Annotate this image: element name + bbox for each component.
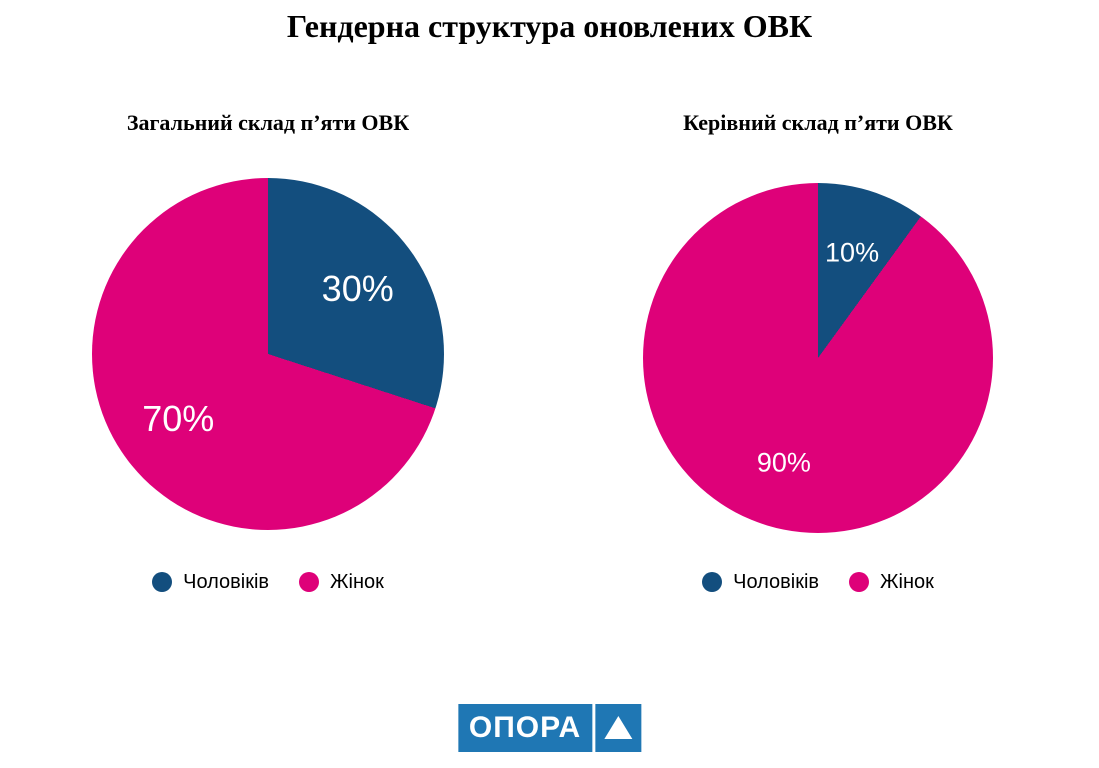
- slice-label-women-leadership: 90%: [756, 447, 811, 478]
- chart-title-leadership: Керівний склад п’яти ОВК: [683, 110, 953, 135]
- slice-label-men-general: 30%: [321, 267, 394, 309]
- legend-label-men: Чоловіків: [733, 571, 820, 593]
- legend-item-men: Чоловіків: [702, 572, 819, 592]
- slice-label-men-leadership: 10%: [825, 237, 880, 268]
- chart-title-general: Загальний склад п’яти ОВК: [126, 110, 410, 135]
- legend-label-men: Чоловіків: [183, 571, 270, 593]
- opora-triangle-icon: [595, 704, 642, 752]
- page-title: Гендерна структура оновлених ОВК: [286, 8, 813, 44]
- opora-logo: ОПОРА: [457, 704, 642, 752]
- legend-item-women: Жінок: [849, 572, 934, 592]
- women-color-swatch-icon: [299, 572, 320, 592]
- legend-general: Чоловіків Жінок: [92, 569, 444, 595]
- up-triangle-icon: [604, 715, 633, 739]
- legend-label-women: Жінок: [330, 571, 384, 593]
- legend-item-women: Жінок: [299, 572, 384, 592]
- men-color-swatch-icon: [152, 572, 173, 592]
- women-color-swatch-icon: [849, 572, 870, 592]
- slice-label-women-general: 70%: [142, 398, 215, 440]
- opora-logo-wordmark: ОПОРА: [457, 704, 593, 752]
- opora-logo-text: ОПОРА: [468, 711, 582, 744]
- legend-label-women: Жінок: [880, 571, 934, 593]
- legend-item-men: Чоловіків: [152, 572, 269, 592]
- men-color-swatch-icon: [702, 572, 723, 592]
- pie-chart-leadership: 10% 90%: [643, 183, 993, 533]
- pie-chart-general: 30% 70%: [92, 178, 444, 530]
- legend-leadership: Чоловіків Жінок: [643, 569, 993, 595]
